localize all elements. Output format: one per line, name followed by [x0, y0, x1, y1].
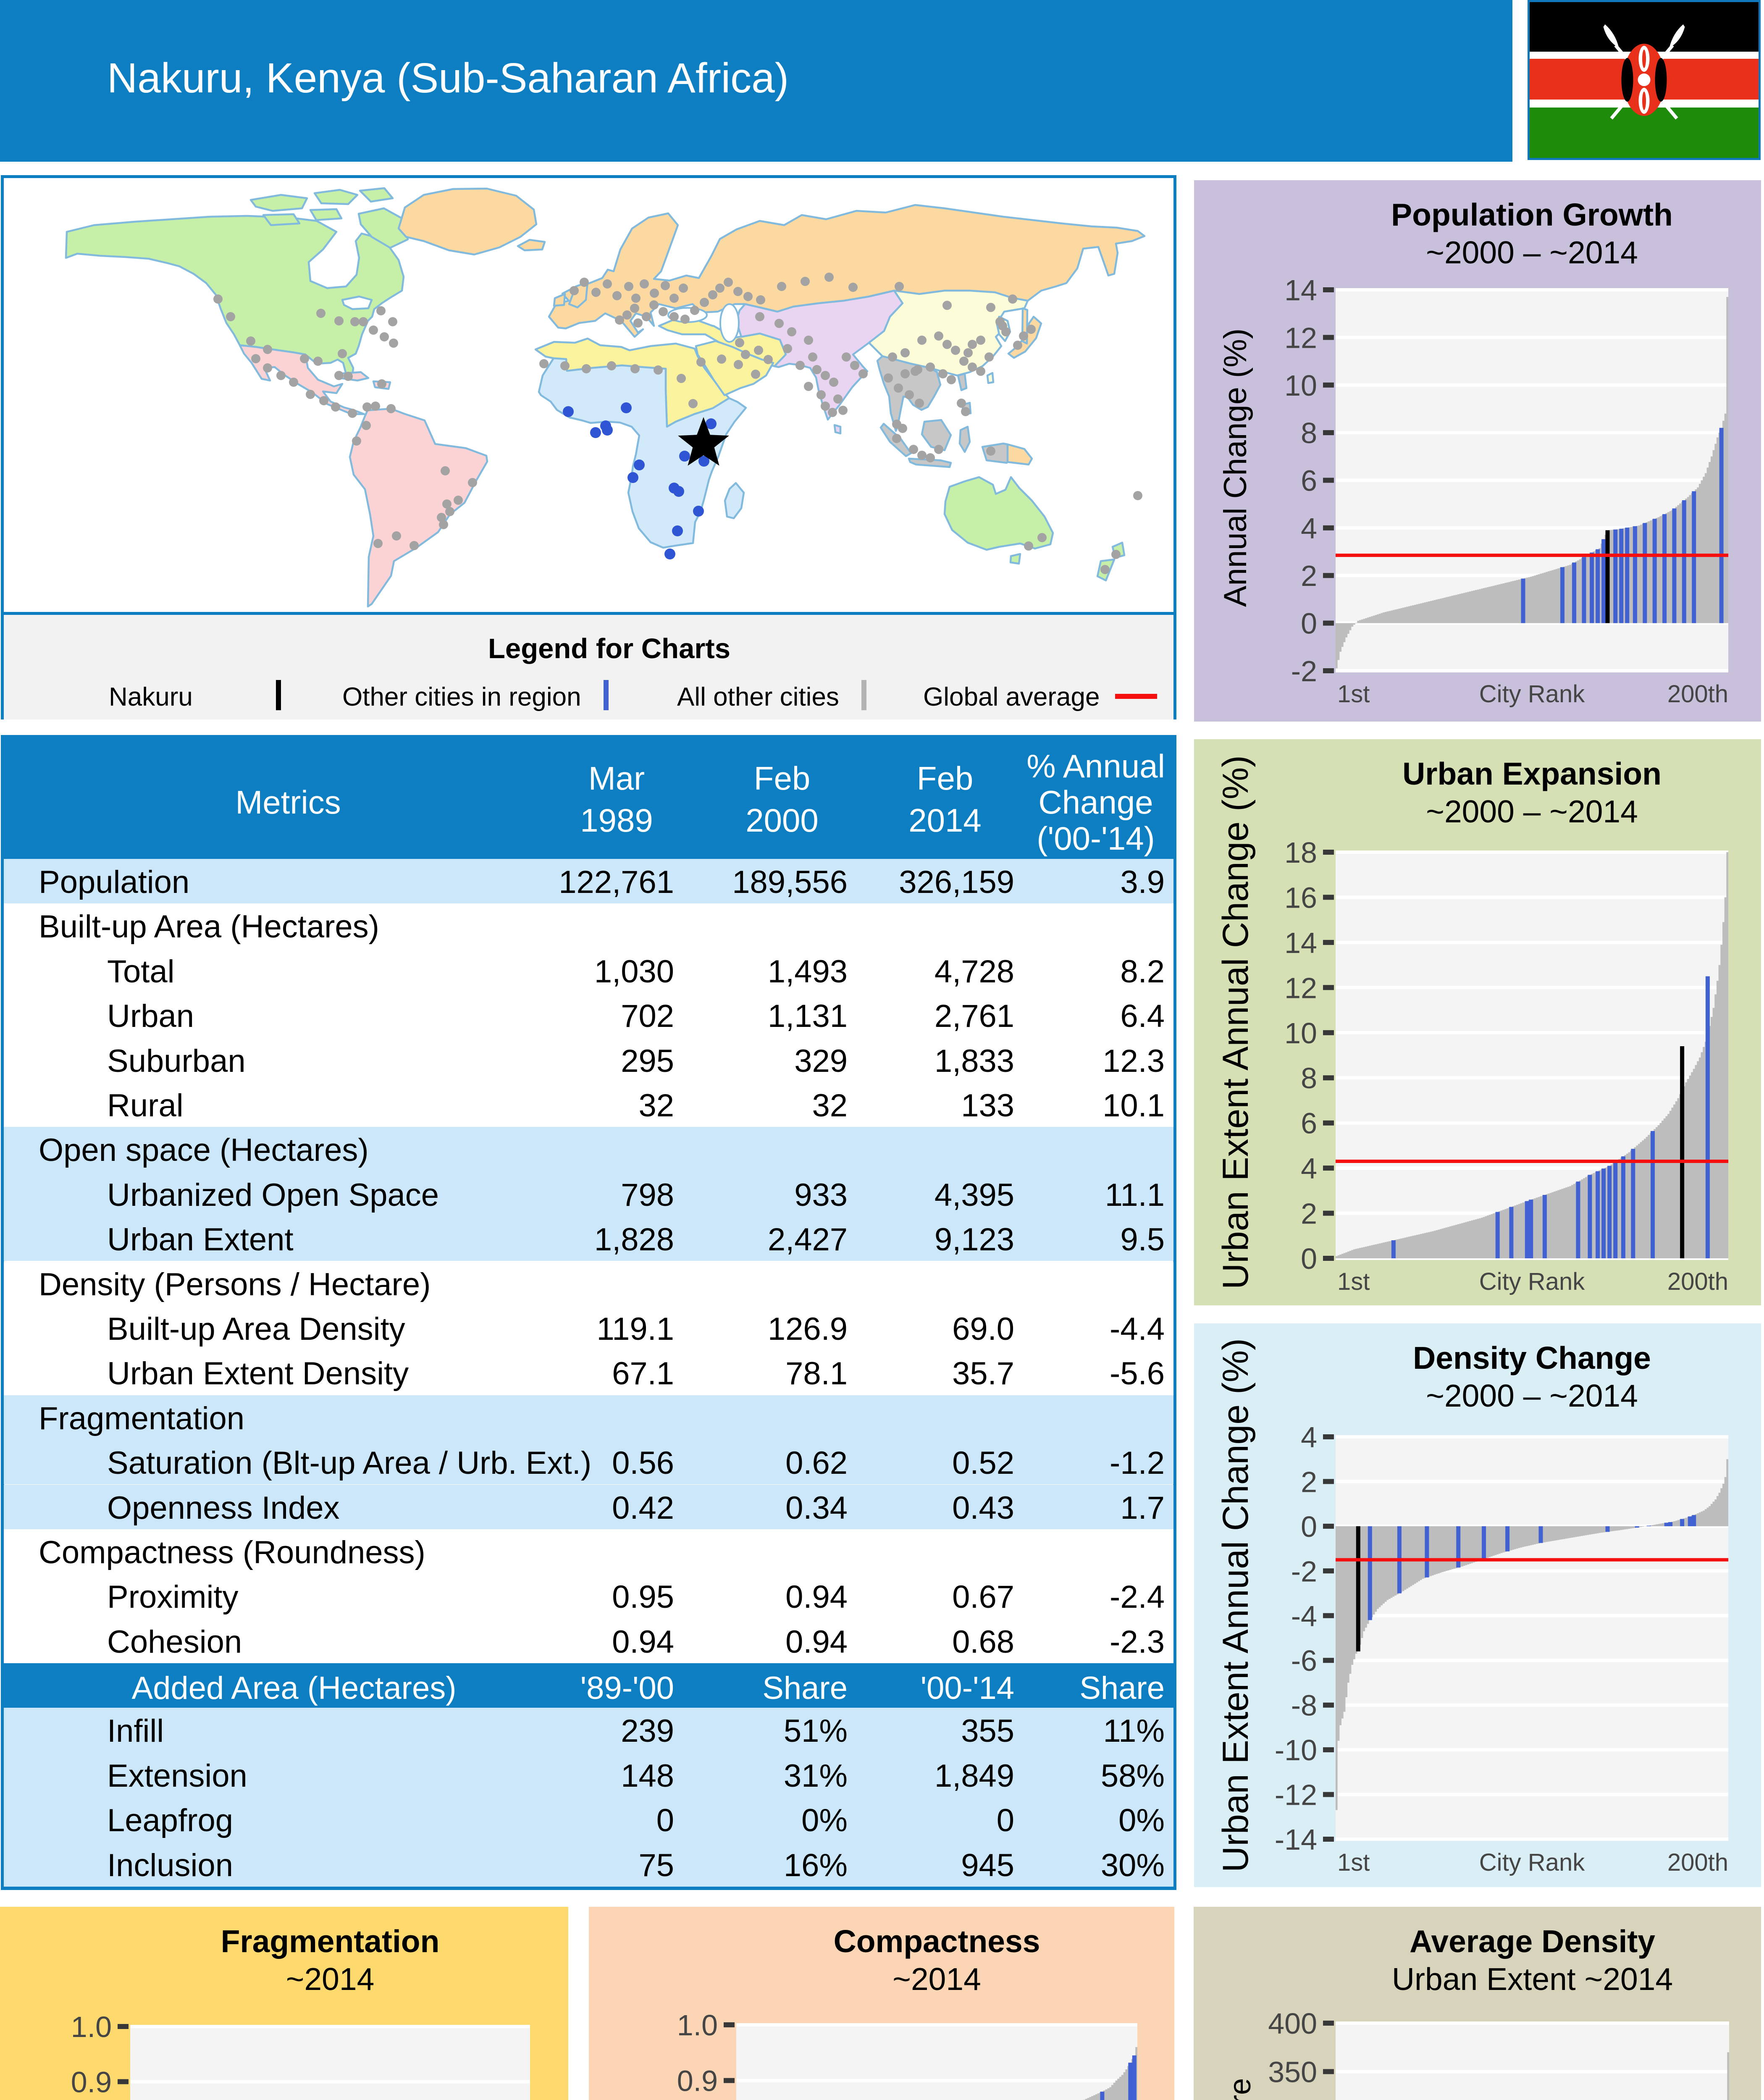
- svg-text:10: 10: [1284, 369, 1317, 402]
- svg-text:16: 16: [1284, 881, 1317, 914]
- svg-text:8: 8: [1301, 1062, 1317, 1095]
- svg-text:-4: -4: [1291, 1600, 1317, 1633]
- svg-text:2: 2: [1301, 559, 1317, 592]
- svg-text:-2: -2: [1291, 1555, 1317, 1588]
- svg-text:0: 0: [1301, 1510, 1317, 1543]
- svg-text:0: 0: [1301, 1242, 1317, 1275]
- svg-text:Compactness: Compactness: [834, 1924, 1040, 1959]
- svg-text:2: 2: [1301, 1197, 1317, 1230]
- svg-text:1st: 1st: [1337, 1849, 1370, 1876]
- svg-text:6: 6: [1301, 465, 1317, 497]
- svg-text:Average Density: Average Density: [1410, 1924, 1655, 1959]
- svg-text:City Rank: City Rank: [1479, 680, 1585, 708]
- svg-text:Urban Extent Annual Change (%): Urban Extent Annual Change (%): [1215, 755, 1256, 1289]
- svg-text:4: 4: [1301, 1421, 1317, 1454]
- svg-text:350: 350: [1268, 2055, 1317, 2088]
- svg-text:Urban Expansion: Urban Expansion: [1402, 756, 1662, 791]
- svg-text:0.9: 0.9: [71, 2066, 112, 2098]
- svg-text:-10: -10: [1275, 1734, 1317, 1767]
- svg-text:-8: -8: [1291, 1689, 1317, 1722]
- svg-text:City Rank: City Rank: [1479, 1268, 1585, 1295]
- svg-text:Urban Extent Annual Change (%): Urban Extent Annual Change (%): [1215, 1338, 1256, 1872]
- svg-text:-12: -12: [1275, 1779, 1317, 1811]
- svg-text:14: 14: [1284, 274, 1317, 307]
- svg-text:-2: -2: [1291, 655, 1317, 688]
- svg-text:4: 4: [1301, 1152, 1317, 1185]
- svg-text:City Rank: City Rank: [1479, 1849, 1585, 1876]
- svg-text:~2014: ~2014: [286, 1961, 375, 1997]
- svg-text:4: 4: [1301, 512, 1317, 545]
- svg-text:8: 8: [1301, 417, 1317, 449]
- svg-text:200th: 200th: [1667, 1849, 1728, 1876]
- svg-text:200th: 200th: [1667, 680, 1728, 708]
- svg-text:200th: 200th: [1667, 1268, 1728, 1295]
- svg-text:1.0: 1.0: [71, 2011, 112, 2043]
- svg-text:~2000 – ~2014: ~2000 – ~2014: [1426, 235, 1638, 270]
- svg-text:Persons / Hectare: Persons / Hectare: [1223, 2078, 1257, 2100]
- svg-text:Density Change: Density Change: [1413, 1340, 1651, 1376]
- svg-text:1st: 1st: [1337, 680, 1370, 708]
- svg-text:10: 10: [1284, 1017, 1317, 1050]
- svg-text:12: 12: [1284, 971, 1317, 1004]
- svg-text:Fragmentation: Fragmentation: [221, 1924, 440, 1959]
- svg-text:0: 0: [1301, 607, 1317, 640]
- svg-text:2: 2: [1301, 1465, 1317, 1498]
- svg-text:12: 12: [1284, 321, 1317, 354]
- svg-text:1.0: 1.0: [677, 2009, 718, 2042]
- svg-text:Population Growth: Population Growth: [1391, 197, 1673, 232]
- svg-text:1st: 1st: [1337, 1268, 1370, 1295]
- svg-text:Annual Change (%): Annual Change (%): [1218, 328, 1253, 607]
- svg-text:-6: -6: [1291, 1644, 1317, 1677]
- svg-text:18: 18: [1284, 836, 1317, 869]
- svg-text:-14: -14: [1275, 1823, 1317, 1856]
- svg-text:~2000 – ~2014: ~2000 – ~2014: [1426, 794, 1638, 829]
- svg-text:Urban Extent ~2014: Urban Extent ~2014: [1392, 1961, 1673, 1997]
- svg-text:~2000 – ~2014: ~2000 – ~2014: [1426, 1378, 1638, 1413]
- svg-text:~2014: ~2014: [892, 1961, 981, 1997]
- svg-text:6: 6: [1301, 1107, 1317, 1140]
- svg-text:400: 400: [1268, 2007, 1317, 2040]
- svg-text:14: 14: [1284, 927, 1317, 959]
- svg-text:0.9: 0.9: [677, 2065, 718, 2097]
